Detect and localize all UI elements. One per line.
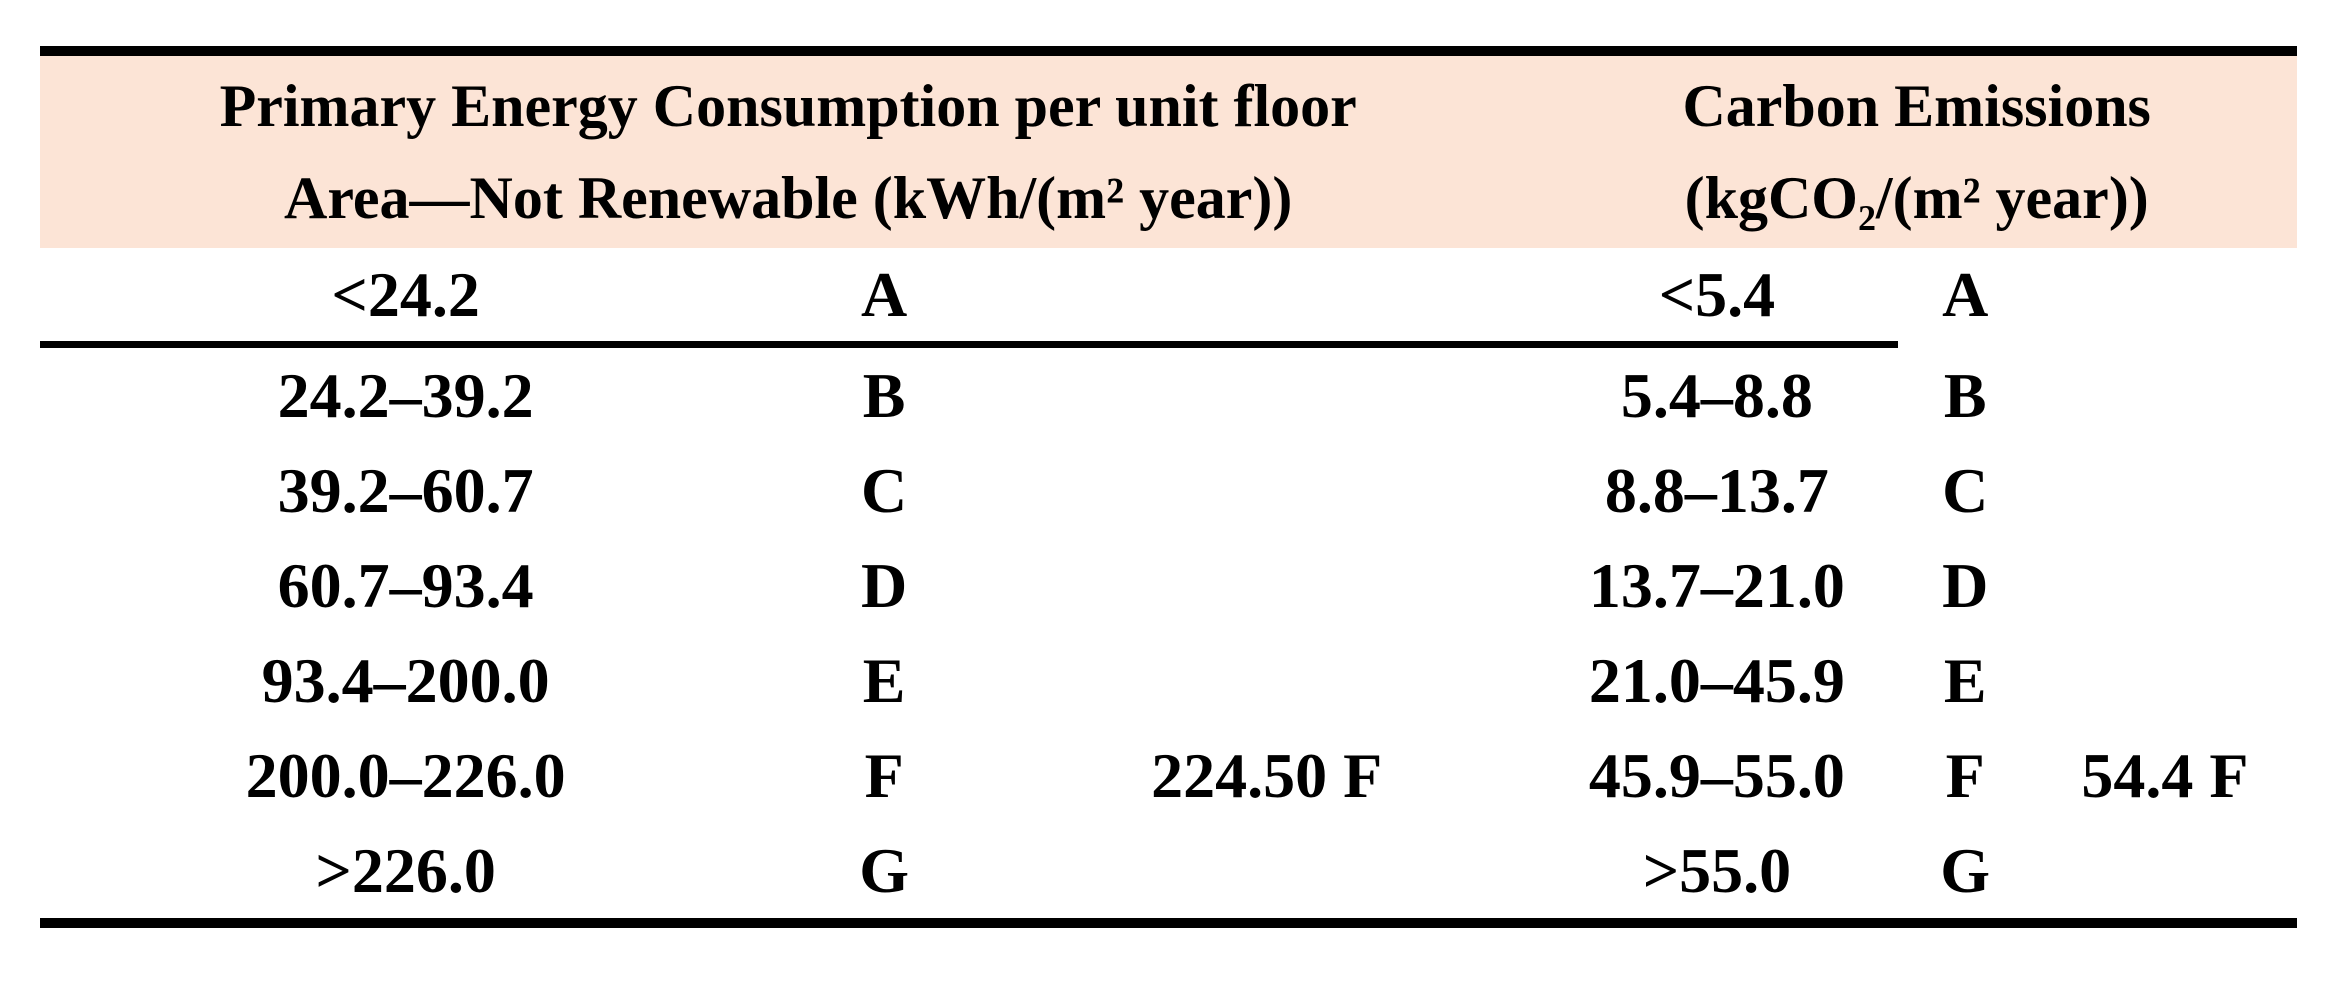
table-row: 24.2–39.2 B 5.4–8.8 B <box>40 348 2297 443</box>
carbon-header-line2: (kgCO₂/(m² year)) <box>1684 165 2149 231</box>
carbon-value-cell <box>2033 633 2297 728</box>
carbon-value-cell <box>2033 248 2297 341</box>
table-row: 93.4–200.0 E 21.0–45.9 E <box>40 633 2297 728</box>
energy-range-cell: 93.4–200.0 <box>261 645 550 716</box>
energy-grade-cell: D <box>861 550 908 621</box>
energy-range-cell: 60.7–93.4 <box>277 550 534 621</box>
energy-range-cell: 24.2–39.2 <box>277 360 534 431</box>
row-a-divider-rule <box>40 341 1898 348</box>
carbon-grade-cell: A <box>1942 259 1989 330</box>
carbon-value-cell <box>2033 443 2297 538</box>
table-row: 200.0–226.0 F 224.50 F 45.9–55.0 F 54.4 … <box>40 728 2297 823</box>
carbon-range-cell: 21.0–45.9 <box>1588 645 1845 716</box>
table-row: >226.0 G >55.0 G <box>40 823 2297 918</box>
energy-header-line1: Primary Energy Consumption per unit floo… <box>219 73 1357 139</box>
carbon-range-cell: 8.8–13.7 <box>1604 455 1829 526</box>
carbon-grade-cell: D <box>1942 550 1989 621</box>
carbon-header-cell: Carbon Emissions (kgCO₂/(m² year)) <box>1536 56 2297 248</box>
table-top-rule <box>40 46 2297 56</box>
energy-header-cell: Primary Energy Consumption per unit floo… <box>40 56 1536 248</box>
carbon-grade-cell: C <box>1942 455 1989 526</box>
energy-value-cell <box>997 248 1536 341</box>
energy-range-cell: 39.2–60.7 <box>277 455 534 526</box>
table-row: 60.7–93.4 D 13.7–21.0 D <box>40 538 2297 633</box>
energy-value-cell <box>997 633 1536 728</box>
carbon-grade-cell: G <box>1940 835 1991 906</box>
energy-value-cell: 224.50 F <box>1151 740 1383 811</box>
table-header-row: Primary Energy Consumption per unit floo… <box>40 56 2297 248</box>
carbon-value-cell <box>2033 348 2297 443</box>
carbon-value-cell: 54.4 F <box>2081 740 2249 811</box>
energy-range-cell: <24.2 <box>331 259 480 330</box>
carbon-value-cell <box>2033 823 2297 918</box>
carbon-value-cell <box>2033 538 2297 633</box>
energy-value-cell <box>997 348 1536 443</box>
energy-range-cell: 200.0–226.0 <box>245 740 566 811</box>
energy-value-cell <box>997 443 1536 538</box>
carbon-range-cell: >55.0 <box>1642 835 1792 906</box>
energy-value-cell <box>997 823 1536 918</box>
carbon-grade-cell: E <box>1943 645 1987 716</box>
carbon-range-cell: 45.9–55.0 <box>1588 740 1845 811</box>
energy-grade-cell: A <box>861 259 908 330</box>
energy-header-line2: Area—Not Renewable (kWh/(m² year)) <box>284 165 1293 231</box>
carbon-range-cell: <5.4 <box>1658 259 1776 330</box>
table-bottom-rule <box>40 918 2297 928</box>
carbon-grade-cell: F <box>1945 740 1985 811</box>
table-row: 39.2–60.7 C 8.8–13.7 C <box>40 443 2297 538</box>
carbon-range-cell: 5.4–8.8 <box>1620 360 1813 431</box>
table-row: <24.2 A <5.4 A <box>40 248 2297 341</box>
carbon-range-cell: 13.7–21.0 <box>1588 550 1845 621</box>
energy-range-cell: >226.0 <box>315 835 496 906</box>
energy-grade-cell: B <box>862 360 906 431</box>
classification-table: Primary Energy Consumption per unit floo… <box>40 46 2297 928</box>
energy-grade-cell: E <box>862 645 906 716</box>
energy-grade-cell: F <box>864 740 904 811</box>
energy-value-cell <box>997 538 1536 633</box>
energy-grade-cell: C <box>861 455 908 526</box>
energy-grade-cell: G <box>859 835 909 906</box>
carbon-header-line1: Carbon Emissions <box>1682 73 2151 139</box>
carbon-grade-cell: B <box>1943 360 1987 431</box>
